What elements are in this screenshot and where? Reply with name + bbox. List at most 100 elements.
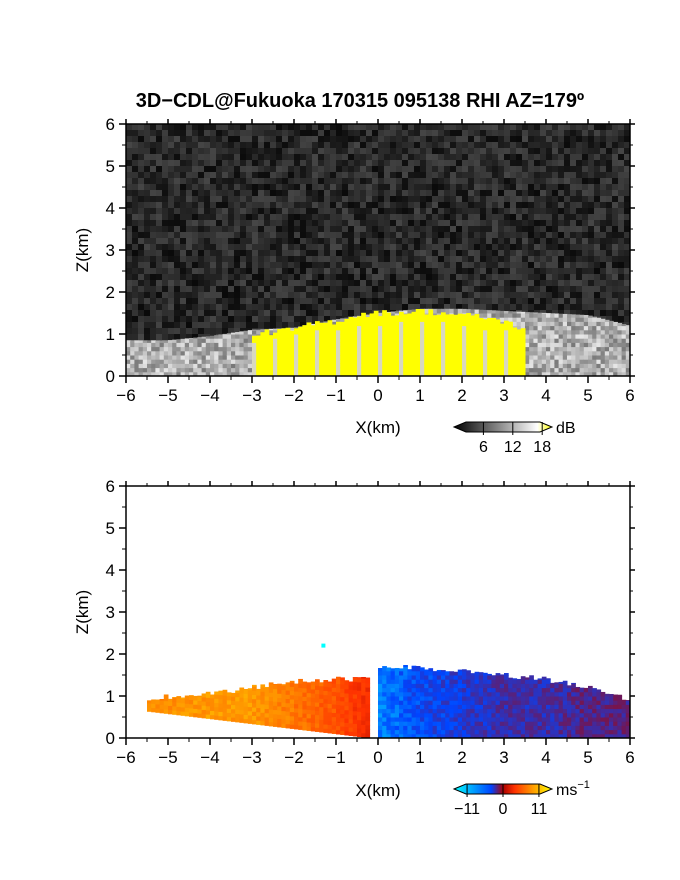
reflectivity-noise-cell	[606, 130, 612, 136]
reflectivity-noise-cell	[258, 292, 264, 298]
reflectivity-noise-cell	[438, 298, 444, 304]
reflectivity-noise-cell	[426, 238, 432, 244]
reflectivity-noise-cell	[624, 250, 630, 256]
reflectivity-noise-cell	[522, 202, 528, 208]
reflectivity-noise-cell	[552, 178, 558, 184]
reflectivity-noise-cell	[618, 226, 624, 232]
reflectivity-noise-cell	[264, 262, 270, 268]
reflectivity-noise-cell	[444, 166, 450, 172]
reflectivity-noise-cell	[126, 268, 132, 274]
reflectivity-noise-cell	[516, 202, 522, 208]
reflectivity-echo-cell	[180, 359, 186, 364]
reflectivity-noise-cell	[168, 304, 174, 310]
reflectivity-noise-cell	[336, 274, 342, 280]
reflectivity-noise-cell	[216, 256, 222, 262]
reflectivity-echo-cell	[554, 350, 560, 356]
reflectivity-noise-cell	[288, 136, 294, 142]
reflectivity-noise-cell	[264, 322, 270, 328]
reflectivity-echo-cell	[495, 313, 501, 318]
reflectivity-noise-cell	[540, 292, 546, 298]
reflectivity-noise-cell	[354, 148, 360, 154]
reflectivity-noise-cell	[420, 250, 426, 256]
reflectivity-noise-cell	[552, 124, 558, 130]
reflectivity-noise-cell	[294, 286, 300, 292]
reflectivity-noise-cell	[246, 184, 252, 190]
reflectivity-noise-cell	[318, 310, 324, 316]
reflectivity-noise-cell	[348, 274, 354, 280]
reflectivity-noise-cell	[612, 232, 618, 238]
reflectivity-noise-cell	[270, 166, 276, 172]
reflectivity-noise-cell	[366, 262, 372, 268]
reflectivity-noise-cell	[258, 310, 264, 316]
reflectivity-noise-cell	[156, 262, 162, 268]
reflectivity-noise-cell	[438, 142, 444, 148]
reflectivity-noise-cell	[258, 286, 264, 292]
reflectivity-noise-cell	[330, 244, 336, 250]
reflectivity-noise-cell	[546, 178, 552, 184]
reflectivity-noise-cell	[594, 196, 600, 202]
reflectivity-echo-cell	[571, 359, 576, 364]
reflectivity-noise-cell	[252, 322, 258, 328]
reflectivity-noise-cell	[300, 256, 306, 262]
reflectivity-noise-cell	[300, 214, 306, 220]
reflectivity-noise-cell	[510, 214, 516, 220]
reflectivity-noise-cell	[300, 268, 306, 274]
reflectivity-echo-cell	[567, 314, 572, 318]
reflectivity-noise-cell	[570, 214, 576, 220]
reflectivity-noise-cell	[174, 166, 180, 172]
reflectivity-echo-cell	[189, 346, 194, 352]
reflectivity-noise-cell	[144, 202, 150, 208]
reflectivity-noise-cell	[582, 286, 588, 292]
reflectivity-noise-cell	[138, 268, 144, 274]
reflectivity-noise-cell	[276, 190, 282, 196]
reflectivity-noise-cell	[624, 142, 630, 148]
reflectivity-noise-cell	[348, 202, 354, 208]
reflectivity-echo-cell	[193, 359, 198, 364]
reflectivity-echo-cell	[567, 325, 572, 331]
reflectivity-noise-cell	[402, 298, 408, 304]
reflectivity-noise-cell	[510, 184, 516, 190]
reflectivity-noise-cell	[546, 292, 552, 298]
reflectivity-noise-cell	[342, 262, 348, 268]
reflectivity-echo-cell	[235, 371, 240, 377]
reflectivity-noise-cell	[438, 274, 444, 280]
reflectivity-noise-cell	[174, 178, 180, 184]
reflectivity-echo-cell	[533, 313, 539, 318]
reflectivity-noise-cell	[570, 232, 576, 238]
reflectivity-echo-cell	[453, 308, 459, 314]
reflectivity-noise-cell	[390, 250, 396, 256]
reflectivity-noise-cell	[462, 178, 468, 184]
reflectivity-noise-cell	[192, 268, 198, 274]
reflectivity-noise-cell	[174, 274, 180, 280]
reflectivity-noise-cell	[366, 244, 372, 250]
reflectivity-noise-cell	[450, 238, 456, 244]
reflectivity-noise-cell	[510, 298, 516, 304]
reflectivity-noise-cell	[612, 154, 618, 160]
reflectivity-noise-cell	[126, 142, 132, 148]
reflectivity-noise-cell	[624, 148, 630, 154]
reflectivity-noise-cell	[234, 304, 240, 310]
reflectivity-echo-cell	[583, 367, 589, 373]
reflectivity-noise-cell	[222, 148, 228, 154]
reflectivity-noise-cell	[138, 304, 144, 310]
reflectivity-noise-cell	[156, 274, 162, 280]
reflectivity-echo-cell	[537, 342, 543, 348]
reflectivity-noise-cell	[360, 184, 366, 190]
reflectivity-noise-cell	[354, 166, 360, 172]
reflectivity-noise-cell	[324, 238, 330, 244]
reflectivity-echo-cell	[495, 310, 501, 314]
reflectivity-noise-cell	[528, 184, 534, 190]
reflectivity-noise-cell	[612, 184, 618, 190]
reflectivity-noise-cell	[444, 268, 450, 274]
reflectivity-noise-cell	[144, 250, 150, 256]
reflectivity-noise-cell	[282, 124, 288, 130]
reflectivity-noise-cell	[294, 268, 300, 274]
reflectivity-noise-cell	[330, 178, 336, 184]
reflectivity-noise-cell	[618, 298, 624, 304]
reflectivity-noise-cell	[462, 268, 468, 274]
reflectivity-noise-cell	[618, 232, 624, 238]
reflectivity-echo-cell	[222, 350, 228, 356]
reflectivity-noise-cell	[462, 226, 468, 232]
reflectivity-noise-cell	[330, 166, 336, 172]
reflectivity-noise-cell	[540, 124, 546, 130]
